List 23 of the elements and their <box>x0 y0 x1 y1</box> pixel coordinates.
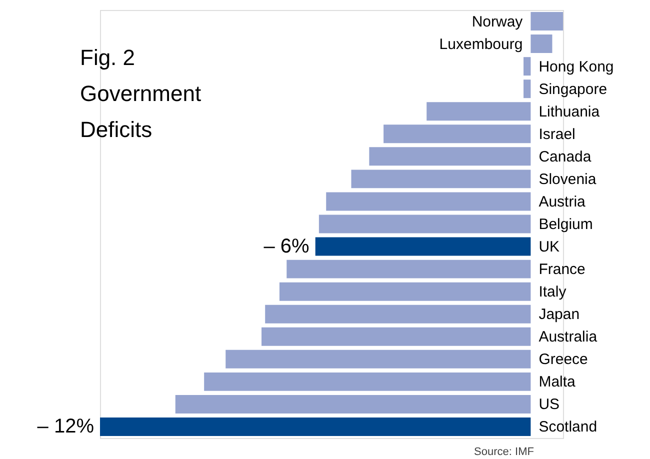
y-tick-label: US <box>538 396 560 414</box>
y-tick-label: Austria <box>538 193 586 210</box>
y-tick-label: Norway <box>472 13 524 30</box>
data-label: – 12% <box>37 416 94 438</box>
text: Fig. 2 Government Deficits <box>80 45 202 142</box>
y-tick-label: Luxembourg <box>439 36 523 53</box>
y-tick-label: Japan <box>538 306 580 324</box>
y-tick-label: Scotland <box>538 418 598 436</box>
data-label: – 6% <box>264 236 310 258</box>
y-tick-label: Singapore <box>538 80 608 98</box>
y-tick-label: France <box>538 261 586 278</box>
y-tick-label: Belgium <box>538 216 593 233</box>
y-tick-label: Malta <box>538 374 576 391</box>
source-note: Source: IMF <box>474 446 534 458</box>
y-tick-label: Israel <box>538 126 576 143</box>
y-tick-label: Australia <box>538 328 598 346</box>
y-tick-label: Greece <box>538 351 588 368</box>
y-tick-label: Italy <box>538 284 567 301</box>
y-tick-label: Slovenia <box>538 170 597 188</box>
y-tick-label: UK <box>538 238 560 256</box>
y-tick-label: Canada <box>538 148 592 166</box>
y-tick-label: Hong Kong <box>538 58 614 76</box>
y-tick-label: Lithuania <box>538 103 600 120</box>
